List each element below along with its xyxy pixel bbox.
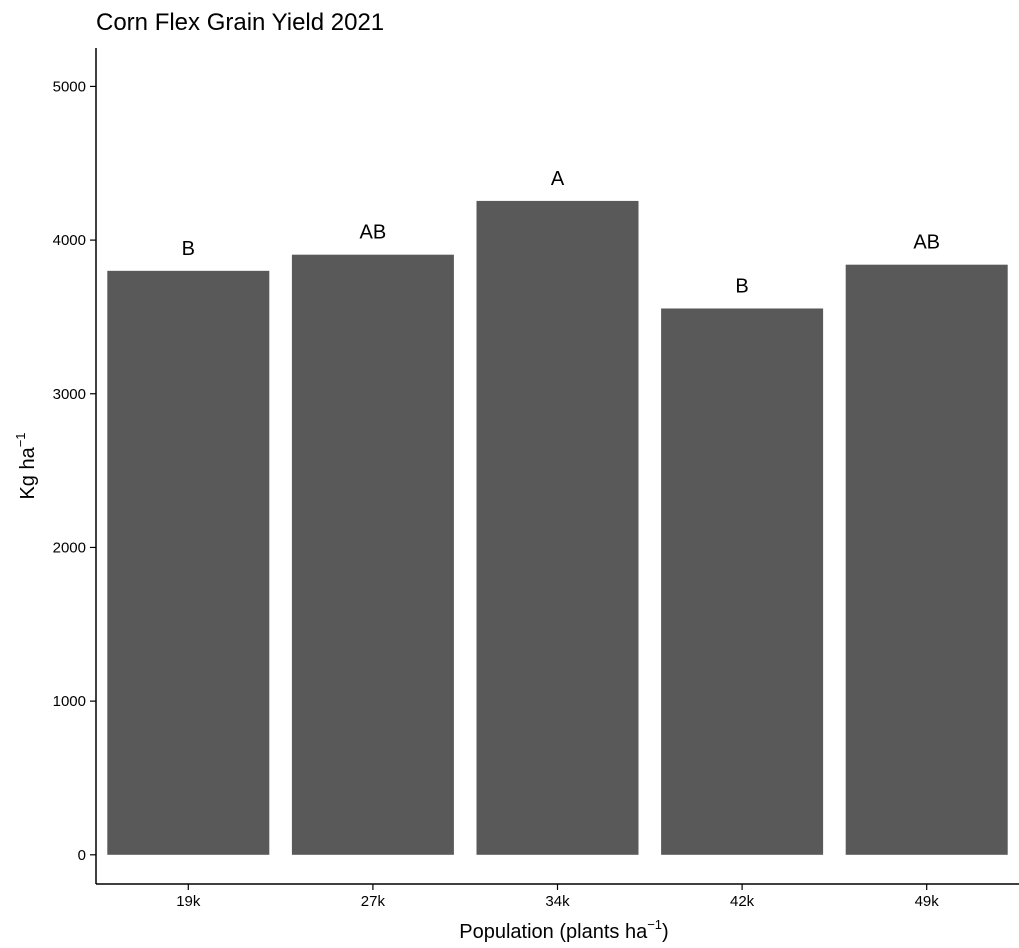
y-axis-title: Kg ha−1	[13, 432, 39, 499]
y-tick-label: 3000	[53, 386, 86, 403]
x-axis-title-suffix: )	[662, 921, 669, 943]
y-tick-label: 1000	[53, 693, 86, 710]
y-axis-title-superscript: −1	[13, 432, 28, 447]
y-tick-label: 2000	[53, 539, 86, 556]
y-tick-label: 5000	[53, 78, 86, 95]
x-axis: 19k 27k 34k 42k 49k	[96, 883, 1019, 910]
x-tick-label-42k: 42k	[730, 893, 755, 910]
y-axis: 0 1000 2000 3000 4000 5000	[53, 48, 97, 884]
x-axis-title-main: Population (plants ha	[459, 921, 648, 943]
bar-annotation-49k: AB	[913, 232, 940, 254]
y-tick-label: 4000	[53, 232, 86, 249]
x-tick-label-27k: 27k	[361, 893, 386, 910]
x-axis-title-superscript: −1	[647, 917, 662, 932]
svg-text:Kg ha−1: Kg ha−1	[13, 432, 39, 499]
bar-annotation-27k: AB	[360, 222, 387, 244]
y-tick-label: 0	[78, 847, 86, 864]
x-tick-label-49k: 49k	[915, 893, 940, 910]
x-tick-label-34k: 34k	[545, 893, 570, 910]
bar-27k	[291, 254, 454, 855]
bar-annotation-34k: A	[551, 168, 565, 190]
chart-title: Corn Flex Grain Yield 2021	[96, 9, 384, 36]
y-axis-title-main: Kg ha	[17, 446, 39, 499]
bars-group	[107, 200, 1008, 855]
bar-42k	[661, 308, 824, 855]
bar-49k	[845, 264, 1008, 855]
bar-annotation-42k: B	[735, 275, 748, 297]
x-tick-label-19k: 19k	[176, 893, 201, 910]
bar-annotation-19k: B	[182, 238, 195, 260]
bar-34k	[476, 200, 639, 855]
x-axis-title: Population (plants ha−1)	[459, 917, 668, 943]
bar-19k	[107, 270, 270, 855]
